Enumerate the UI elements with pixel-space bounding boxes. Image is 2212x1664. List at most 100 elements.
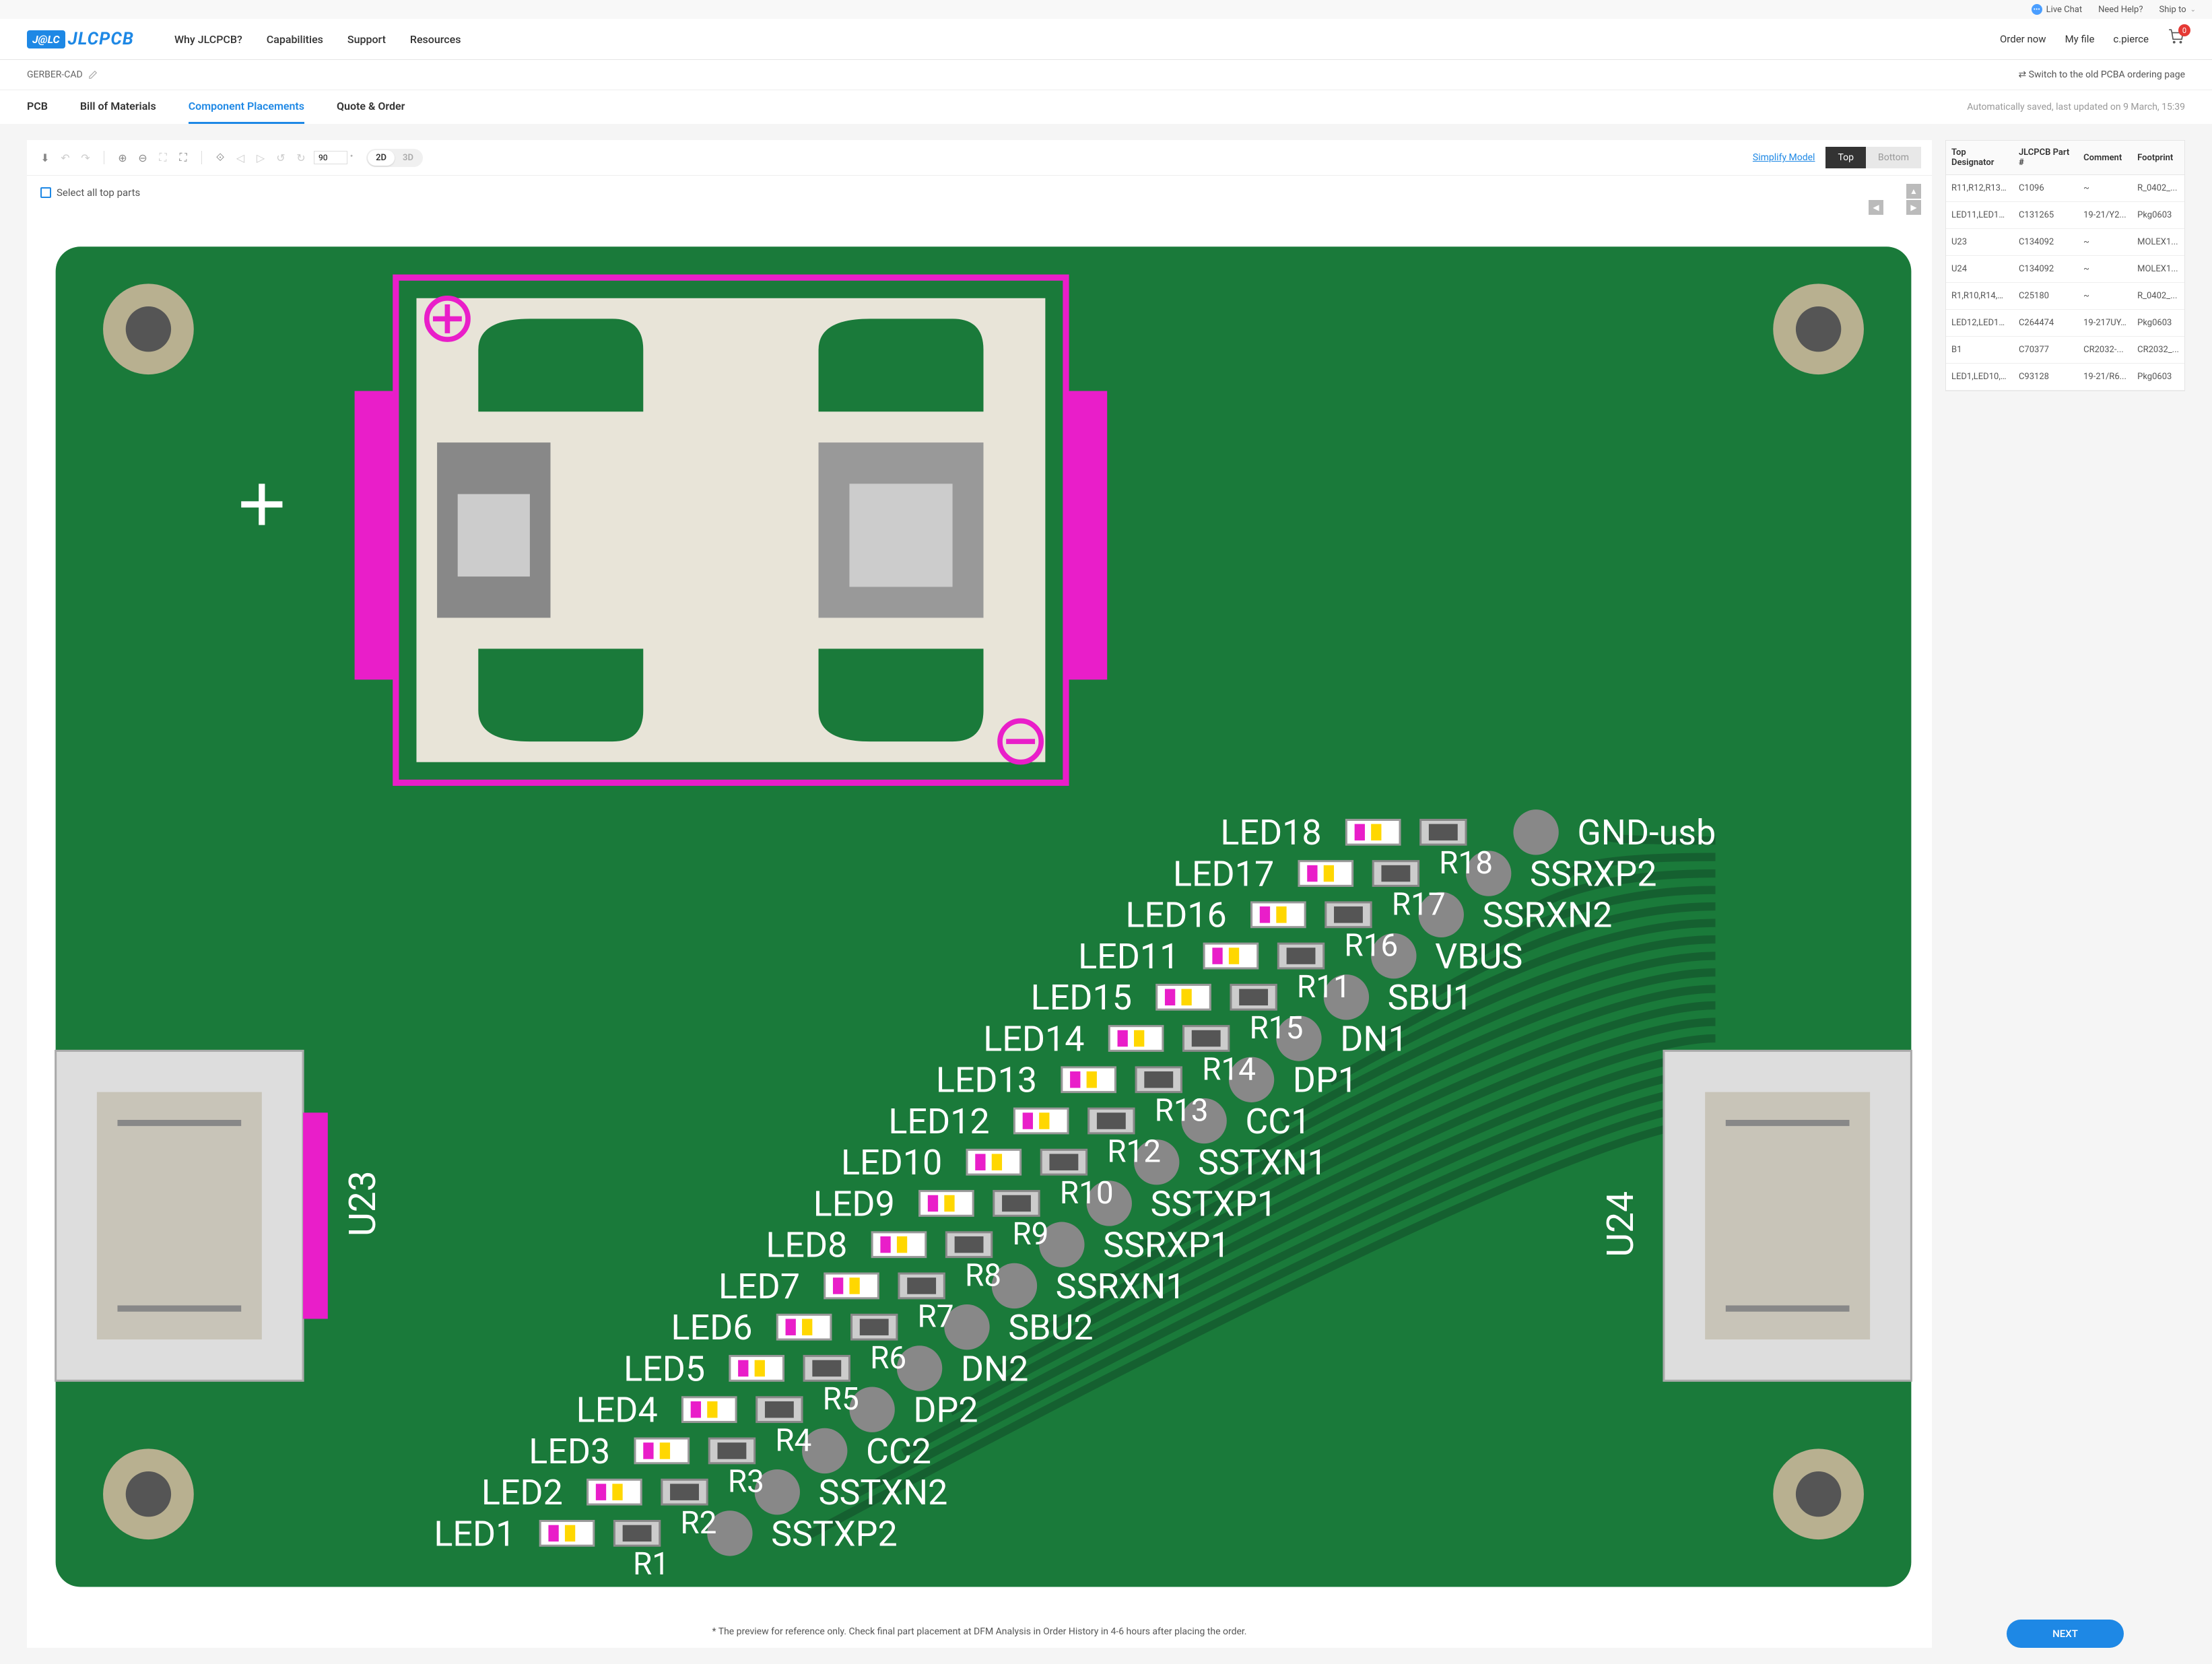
file-label: GERBER-CAD (27, 69, 83, 80)
viewer-panel: ⬇ ↶ ↷ ⊕ ⊖ ⛶ ⛶ ⟐ ◁ ▷ ↺ ↻ ° 2D 3D Simplify… (27, 140, 1932, 1648)
save-info: Automatically saved, last updated on 9 M… (1967, 102, 2185, 112)
zoom-in-icon[interactable]: ⊕ (115, 150, 130, 165)
select-all-checkbox[interactable] (40, 187, 51, 198)
table-row[interactable]: U24C134092~MOLEX1... (1946, 256, 2184, 283)
view-2d-button[interactable]: 2D (368, 150, 395, 166)
user-name[interactable]: c.pierce (2113, 33, 2149, 45)
svg-text:R13: R13 (1155, 1093, 1209, 1129)
svg-text:LED1: LED1 (434, 1513, 515, 1554)
logo[interactable]: J@LC JLCPCB (27, 29, 134, 49)
disclaimer: * The preview for reference only. Check … (27, 1616, 1932, 1648)
table-row[interactable]: LED11,LED13,LE...C13126519-21/Y2...Pkg06… (1946, 202, 2184, 229)
live-chat-link[interactable]: ••• Live Chat (2032, 4, 2082, 15)
table-row[interactable]: R1,R10,R14,R16,...C25180~R_0402_... (1946, 283, 2184, 310)
table-cell: C131265 (2013, 202, 2078, 229)
tabs: PCB Bill of Materials Component Placements… (27, 90, 405, 124)
table-row[interactable]: R11,R12,R13,R15...C1096~R_0402_... (1946, 175, 2184, 202)
svg-text:LED6: LED6 (671, 1307, 753, 1348)
flip-h-icon[interactable]: ◁ (233, 150, 248, 165)
table-cell: LED12,LED15,LE... (1946, 310, 2013, 337)
rotate-right-icon[interactable]: ↻ (294, 150, 308, 165)
my-file-link[interactable]: My file (2065, 33, 2095, 45)
tab[interactable]: PCB (27, 90, 48, 124)
tab[interactable]: Component Placements (189, 90, 304, 124)
table-row[interactable]: U23C134092~MOLEX1... (1946, 229, 2184, 256)
download-icon[interactable]: ⬇ (38, 150, 53, 165)
view-3d-button[interactable]: 3D (395, 150, 422, 166)
table-header[interactable]: Comment (2078, 141, 2132, 175)
table-cell: LED11,LED13,LE... (1946, 202, 2013, 229)
swap-icon: ⇄ (2018, 69, 2026, 80)
nav-item[interactable]: Support (347, 33, 386, 46)
rotate-left-icon[interactable]: ↺ (273, 150, 288, 165)
svg-text:LED16: LED16 (1126, 895, 1227, 936)
simplify-model-link[interactable]: Simplify Model (1753, 152, 1815, 163)
nav-item[interactable]: Why JLCPCB? (174, 33, 242, 46)
table-header[interactable]: Top Designator (1946, 141, 2013, 175)
arrow-row: ◀ ▶ (1869, 200, 1921, 215)
table-cell: U24 (1946, 256, 2013, 283)
cart-button[interactable]: 0 (2168, 28, 2185, 50)
help-link[interactable]: Need Help? (2098, 5, 2143, 15)
select-all-row: Select all top parts (35, 184, 1932, 205)
tab[interactable]: Quote & Order (337, 90, 405, 124)
svg-text:LED3: LED3 (529, 1431, 610, 1472)
chevron-down-icon: ⌄ (2190, 6, 2196, 13)
svg-text:DP1: DP1 (1293, 1060, 1358, 1101)
svg-text:SSTXN2: SSTXN2 (819, 1472, 948, 1513)
svg-text:R3: R3 (728, 1464, 764, 1500)
help-label: Need Help? (2098, 5, 2143, 15)
undo-icon[interactable]: ↶ (58, 150, 73, 165)
rotation-input[interactable] (314, 151, 347, 164)
edit-icon[interactable] (88, 70, 98, 79)
svg-text:DP2: DP2 (913, 1390, 978, 1431)
table-header[interactable]: JLCPCB Part # (2013, 141, 2078, 175)
zoom-out-icon[interactable]: ⊖ (135, 150, 150, 165)
nav-item[interactable]: Capabilities (267, 33, 323, 46)
svg-text:R14: R14 (1202, 1051, 1256, 1088)
header-right: Order now My file c.pierce 0 (2000, 28, 2185, 50)
svg-text:LED2: LED2 (481, 1472, 563, 1513)
table-header[interactable]: Footprint (2132, 141, 2184, 175)
nav-item[interactable]: Resources (410, 33, 461, 46)
bottom-layer-button[interactable]: Bottom (1866, 147, 1921, 168)
table-cell: C25180 (2013, 283, 2078, 310)
table-row[interactable]: LED12,LED15,LE...C26447419-217UY...Pkg06… (1946, 310, 2184, 337)
arrow-up[interactable]: ▲ (1906, 184, 1921, 199)
top-layer-button[interactable]: Top (1825, 147, 1866, 168)
svg-text:R7: R7 (918, 1299, 954, 1335)
next-button[interactable]: NEXT (2007, 1620, 2124, 1648)
flip-v-icon[interactable]: ▷ (253, 150, 268, 165)
svg-text:LED12: LED12 (888, 1101, 989, 1142)
svg-text:R16: R16 (1344, 928, 1398, 964)
svg-text:LED7: LED7 (718, 1266, 800, 1307)
table-row[interactable]: B1C70377CR2032-...CR2032_... (1946, 337, 2184, 364)
table-cell: B1 (1946, 337, 2013, 364)
pcb-viewer[interactable]: U23U24LED1R1SSTXP2LED2R2SSTXN2LED3R3CC2L… (35, 205, 1932, 1607)
fullscreen-icon[interactable]: ⛶ (176, 150, 191, 165)
fit-icon[interactable]: ⛶ (156, 150, 170, 165)
switch-old-page[interactable]: ⇄ Switch to the old PCBA ordering page (2018, 69, 2185, 80)
arrow-right[interactable]: ▶ (1906, 200, 1921, 215)
table-row[interactable]: LED1,LED10,LED...C9312819-21/R6...Pkg060… (1946, 364, 2184, 391)
svg-text:R6: R6 (870, 1340, 906, 1376)
svg-text:SSRXN1: SSRXN1 (1056, 1266, 1186, 1307)
table-cell: R_0402_... (2132, 175, 2184, 202)
arrow-left[interactable]: ◀ (1869, 200, 1883, 215)
redo-icon[interactable]: ↷ (78, 150, 93, 165)
svg-text:LED15: LED15 (1031, 977, 1132, 1018)
main: ⬇ ↶ ↷ ⊕ ⊖ ⛶ ⛶ ⟐ ◁ ▷ ↺ ↻ ° 2D 3D Simplify… (0, 124, 2212, 1664)
tab[interactable]: Bill of Materials (80, 90, 156, 124)
svg-text:LED4: LED4 (576, 1390, 658, 1431)
degree-label: ° (350, 154, 353, 162)
table-cell: MOLEX1... (2132, 229, 2184, 256)
ship-to-dropdown[interactable]: Ship to ⌄ (2159, 5, 2197, 15)
order-now-link[interactable]: Order now (2000, 33, 2046, 45)
next-area: NEXT (1945, 1603, 2185, 1648)
tabs-row: PCB Bill of Materials Component Placements… (0, 90, 2212, 124)
svg-text:DN1: DN1 (1340, 1018, 1408, 1059)
svg-text:LED18: LED18 (1220, 812, 1321, 853)
logo-badge: J@LC (27, 30, 65, 48)
svg-text:CC2: CC2 (866, 1431, 931, 1472)
measure-icon[interactable]: ⟐ (213, 150, 228, 165)
